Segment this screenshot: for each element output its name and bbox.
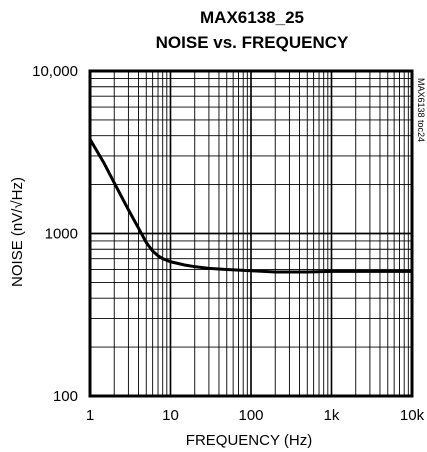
series-layer — [88, 137, 414, 274]
y-tick-labels: 100 1000 10,000 — [32, 63, 78, 405]
noise-curve — [88, 137, 414, 274]
grid-lines — [89, 70, 413, 397]
plot-frame — [88, 69, 414, 398]
x-tick-labels: 1 10 100 1k 10k — [86, 407, 425, 424]
x-tick-label: 1 — [86, 407, 94, 424]
x-tick-label: 10 — [162, 407, 179, 424]
y-axis-label: NOISE (nV/√Hz) — [9, 177, 26, 287]
x-tick-label: 10k — [400, 407, 425, 424]
chart-title: MAX6138_25 — [200, 8, 304, 27]
y-tick-label: 10,000 — [32, 63, 78, 80]
x-tick-label: 1k — [324, 407, 340, 424]
y-tick-label: 1000 — [45, 226, 78, 243]
chart-subtitle: NOISE vs. FREQUENCY — [156, 33, 349, 52]
figure-id: MAX6138 toc24 — [416, 78, 426, 142]
x-tick-label: 100 — [238, 407, 263, 424]
x-axis-label: FREQUENCY (Hz) — [186, 432, 312, 449]
y-tick-label: 100 — [53, 388, 78, 405]
